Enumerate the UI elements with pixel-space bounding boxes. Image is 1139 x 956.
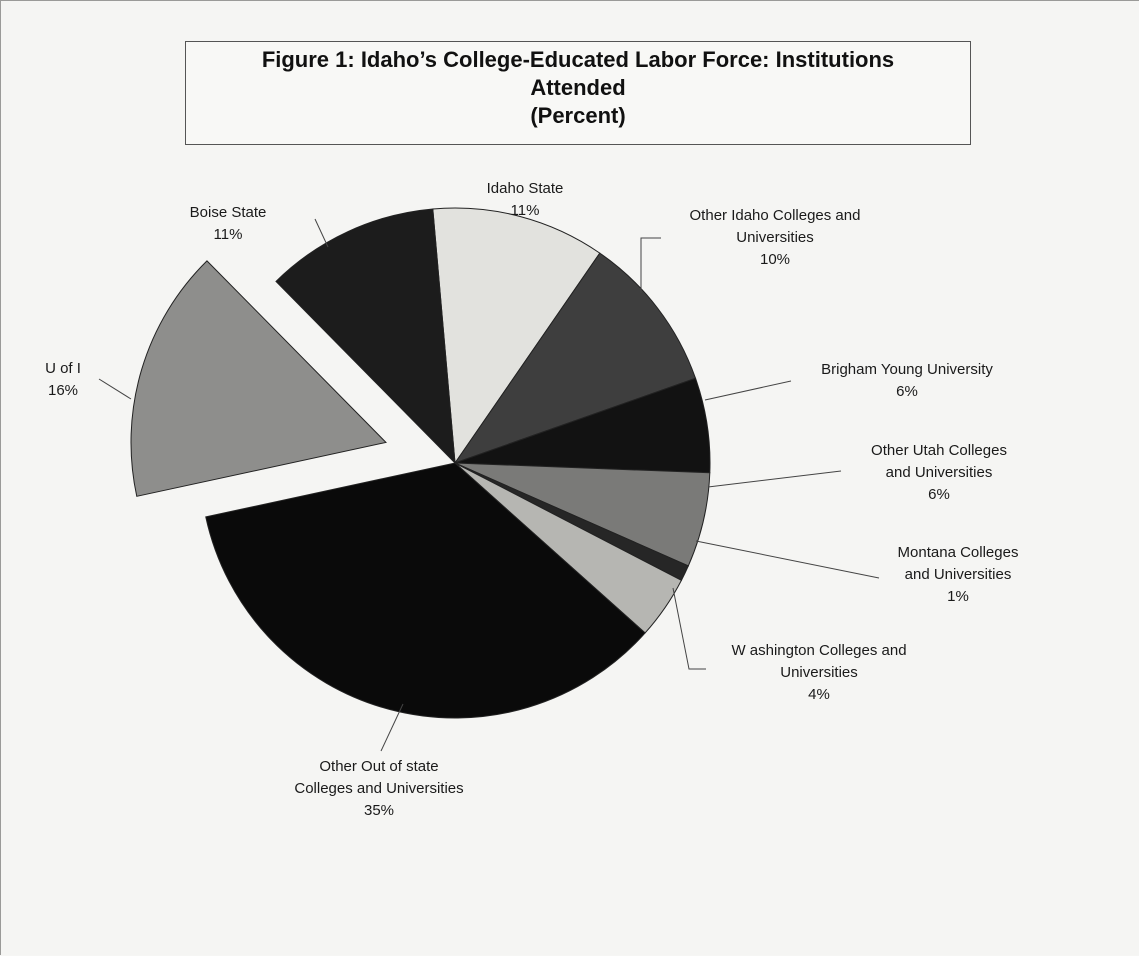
slice-label-line: Montana Colleges bbox=[898, 544, 1019, 561]
chart-title-box: Figure 1: Idaho’s College-Educated Labor… bbox=[185, 41, 971, 145]
pie-slices bbox=[130, 207, 711, 719]
slice-label-line: U of I bbox=[45, 360, 81, 377]
pie-slice-boise-state bbox=[275, 208, 456, 465]
slice-label-line: 6% bbox=[896, 383, 918, 400]
leader-line-6 bbox=[380, 703, 404, 752]
slice-label-line: W ashington Colleges and bbox=[731, 642, 906, 659]
slice-label-line: Boise State bbox=[190, 204, 267, 221]
slice-label-line: 1% bbox=[947, 588, 969, 605]
slice-label-line: 6% bbox=[928, 486, 950, 503]
slice-label-line: Brigham Young University bbox=[821, 361, 993, 378]
slice-label-other-idaho-colleges-and-universities: Other Idaho Colleges and Universities 10% bbox=[690, 207, 861, 268]
slice-label-line: 10% bbox=[760, 251, 790, 268]
pie-slice-other-idaho-colleges-and-universities bbox=[453, 252, 697, 464]
leader-lines bbox=[98, 218, 880, 752]
slice-label-washington-colleges-and-universities: W ashington Colleges and Universities 4% bbox=[731, 642, 906, 703]
slice-label-montana-colleges-and-universities: Montana Colleges and Universities 1% bbox=[898, 544, 1019, 605]
slice-label-line: Universities bbox=[736, 229, 814, 246]
slice-label-line: 11% bbox=[511, 202, 540, 219]
leader-line-3 bbox=[707, 470, 842, 488]
slice-label-line: 11% bbox=[214, 226, 243, 243]
slice-label-line: Other Out of state bbox=[319, 758, 438, 775]
leader-line-7 bbox=[98, 378, 132, 400]
pie-slice-idaho-state bbox=[432, 207, 601, 465]
slice-label-idaho-state: Idaho State 11% bbox=[487, 180, 564, 219]
chart-title-line-2: Attended bbox=[530, 75, 626, 100]
slice-labels: Idaho State 11% Other Idaho Colleges and Un… bbox=[45, 180, 1018, 819]
slice-label-boise-state: Boise State 11% bbox=[190, 204, 267, 243]
leader-line-8 bbox=[314, 218, 329, 248]
slice-label-line: 4% bbox=[808, 686, 830, 703]
slice-label-line: Colleges and Universities bbox=[294, 780, 463, 797]
slice-label-brigham-young-university: Brigham Young University 6% bbox=[821, 361, 993, 400]
chart-title-line-3: (Percent) bbox=[530, 103, 626, 128]
pie-slice-u-of-i bbox=[130, 260, 387, 497]
slice-label-line: Other Utah Colleges bbox=[871, 442, 1007, 459]
slice-label-line: 35% bbox=[364, 802, 394, 819]
leader-line-2 bbox=[704, 380, 792, 401]
slice-label-line: Other Idaho Colleges and bbox=[690, 207, 861, 224]
slice-label-line: and Universities bbox=[886, 464, 993, 481]
slice-label-line: and Universities bbox=[905, 566, 1012, 583]
slice-label-other-utah-colleges-and-universities: Other Utah Colleges and Universities 6% bbox=[871, 442, 1007, 503]
leader-line-5 bbox=[672, 587, 706, 670]
leader-line-4 bbox=[695, 540, 880, 579]
slice-label-u-of-i: U of I 16% bbox=[45, 360, 81, 399]
chart-title-line-1: Figure 1: Idaho’s College-Educated Labor… bbox=[261, 47, 895, 72]
slice-label-line: 16% bbox=[48, 382, 78, 399]
slice-label-line: Idaho State bbox=[487, 180, 564, 197]
leader-line-1 bbox=[640, 237, 661, 293]
pie-slice-other-out-of-state-colleges-and-universities bbox=[205, 462, 646, 719]
slice-label-line: Universities bbox=[780, 664, 858, 681]
slice-label-other-out-of-state-colleges-and-universities: Other Out of state Colleges and Universit… bbox=[294, 758, 463, 819]
